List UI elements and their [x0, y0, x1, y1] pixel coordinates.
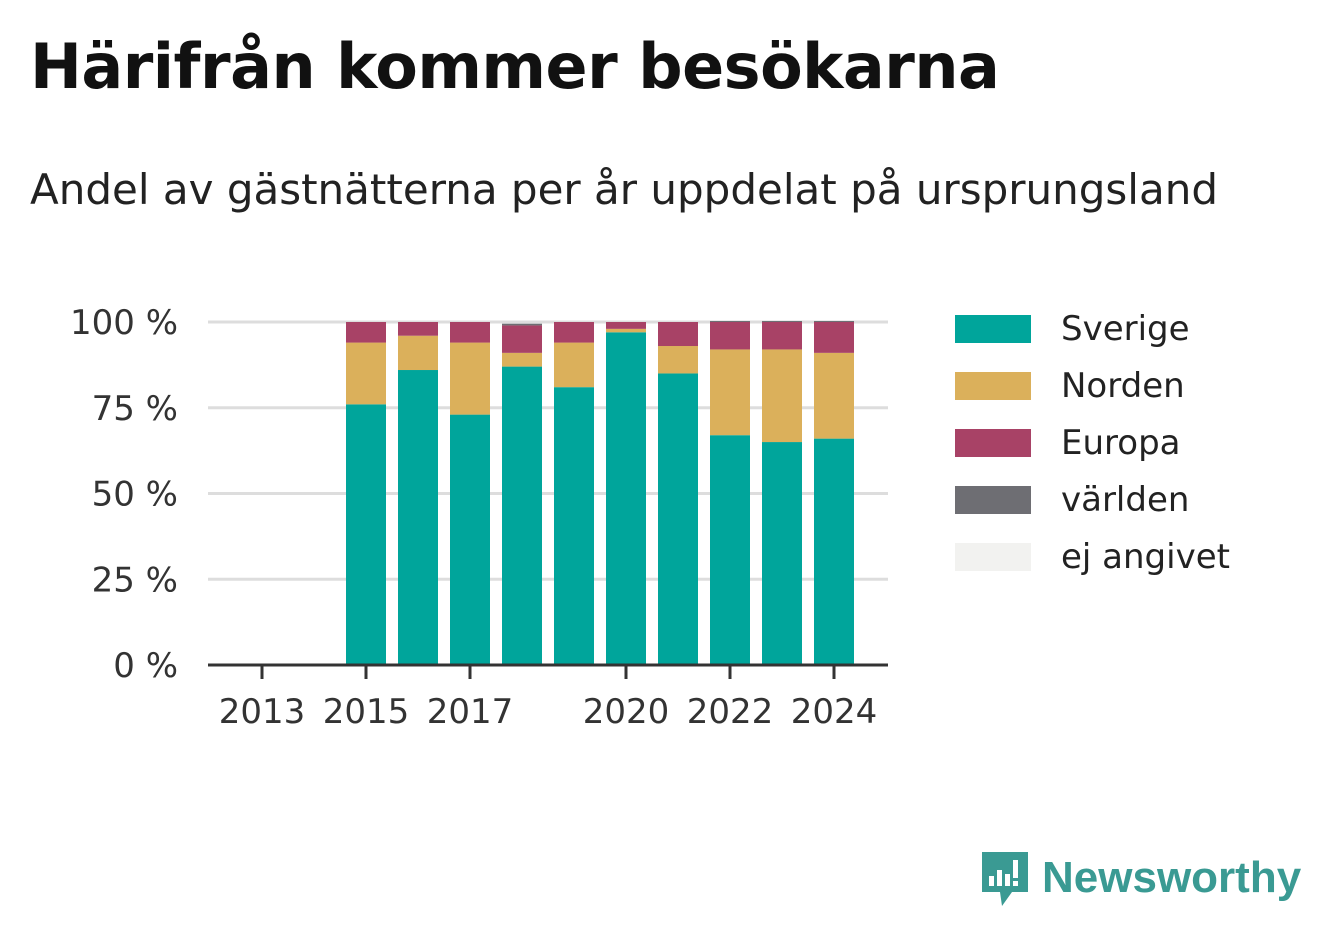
bar-segment — [762, 349, 802, 443]
brand-name: Newsworthy — [1042, 853, 1302, 902]
x-tick-label: 2015 — [323, 692, 410, 732]
bar-segment — [762, 322, 802, 350]
y-tick-label: 0 % — [113, 646, 178, 686]
bar-segment — [502, 323, 542, 326]
bar-segment — [502, 352, 542, 367]
bar-segment — [450, 414, 490, 665]
y-tick-label: 100 % — [70, 303, 178, 343]
legend-label: Europa — [1061, 422, 1181, 463]
bar-segment — [762, 442, 802, 665]
bar-segment — [606, 322, 646, 329]
chart-subtitle: Andel av gästnätterna per år uppdelat på… — [30, 165, 1218, 214]
x-tick-label: 2020 — [583, 692, 670, 732]
legend-label: Norden — [1061, 365, 1185, 406]
bar-segment — [554, 387, 594, 665]
bar-segment — [346, 342, 386, 405]
legend-swatch — [955, 314, 1031, 343]
bar-segment — [450, 342, 490, 415]
bar-segment — [450, 322, 490, 343]
legend: Sverige Norden Europa världen ej angivet — [955, 300, 1230, 585]
legend-swatch — [955, 371, 1031, 400]
bar-segment — [346, 322, 386, 343]
bar-segment — [398, 335, 438, 371]
bar-segment — [658, 322, 698, 347]
bar-segment — [554, 342, 594, 388]
y-tick-label: 25 % — [92, 560, 178, 600]
y-tick-label: 50 % — [92, 475, 178, 515]
newsworthy-logo-icon — [982, 852, 1028, 906]
bar-segment — [502, 325, 542, 353]
bar-segment — [398, 322, 438, 336]
y-tick-label: 75 % — [92, 389, 178, 429]
legend-item: Norden — [955, 357, 1230, 414]
legend-swatch — [955, 428, 1031, 457]
bar-segment — [606, 332, 646, 665]
bar-segment — [658, 373, 698, 665]
legend-item: Europa — [955, 414, 1230, 471]
x-tick-label: 2022 — [687, 692, 774, 732]
bar-segment — [710, 322, 750, 350]
bar-segment — [710, 320, 750, 322]
bar-segment — [398, 370, 438, 665]
bar-segment — [606, 328, 646, 333]
legend-label: ej angivet — [1061, 536, 1230, 577]
bar-segment — [814, 320, 854, 322]
axes: 0 % 25 % 50 % 75 % 100 % 2013 2015 2017 2020 2022… — [70, 303, 888, 732]
bar-segment — [346, 404, 386, 665]
bar-segment — [658, 346, 698, 374]
legend-swatch — [955, 542, 1031, 571]
bars — [346, 320, 854, 665]
legend-swatch — [955, 485, 1031, 514]
bar-segment — [710, 435, 750, 665]
legend-item: världen — [955, 471, 1230, 528]
legend-label: Sverige — [1061, 308, 1190, 349]
bar-segment — [814, 438, 854, 665]
x-tick-label: 2024 — [791, 692, 878, 732]
bar-segment — [762, 320, 802, 322]
x-tick-label: 2013 — [219, 692, 306, 732]
legend-item: Sverige — [955, 300, 1230, 357]
bar-segment — [814, 352, 854, 439]
bar-segment — [554, 322, 594, 343]
legend-label: världen — [1061, 479, 1190, 520]
x-tick-label: 2017 — [427, 692, 514, 732]
bar-segment — [710, 349, 750, 436]
legend-item: ej angivet — [955, 528, 1230, 585]
bar-segment — [814, 322, 854, 353]
newsworthy-logo: Newsworthy — [980, 848, 1301, 908]
bar-segment — [502, 366, 542, 665]
chart-title: Härifrån kommer besökarna — [30, 30, 1000, 103]
